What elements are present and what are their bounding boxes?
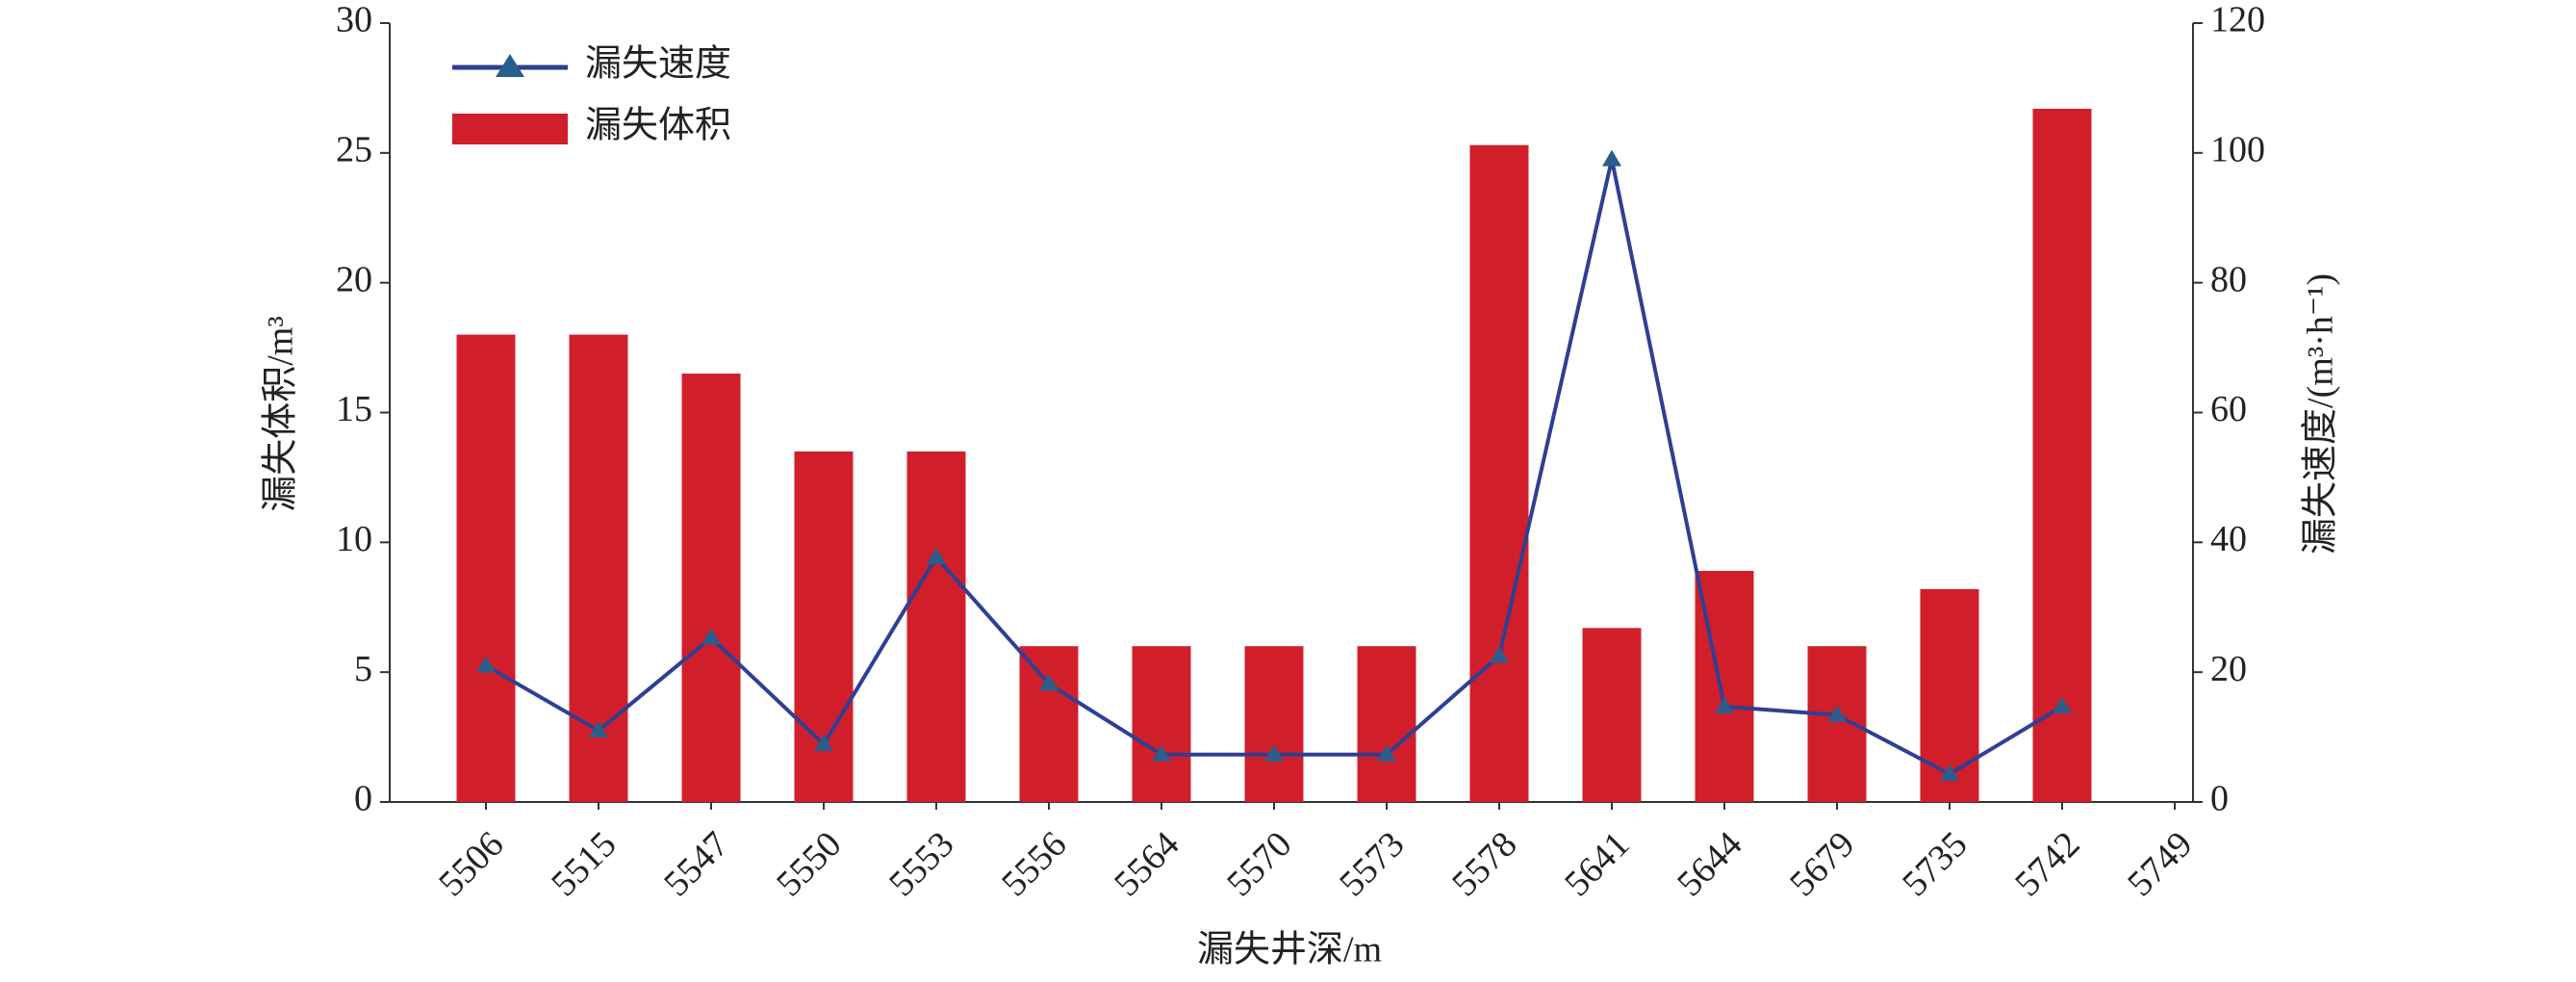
bar bbox=[456, 334, 516, 802]
y-tick-label: 5 bbox=[354, 649, 372, 689]
marker bbox=[814, 734, 833, 751]
marker bbox=[1940, 764, 1959, 782]
y-tick-label: 25 bbox=[336, 130, 372, 170]
bar bbox=[1019, 646, 1079, 802]
legend-label: 漏失体积 bbox=[585, 106, 731, 146]
y2-tick-label: 80 bbox=[2210, 259, 2247, 299]
x-tick-label: 5573 bbox=[1332, 824, 1412, 904]
marker bbox=[1490, 646, 1509, 663]
x-tick-label: 5570 bbox=[1219, 824, 1299, 904]
x-axis-label: 漏失井深/m bbox=[1197, 930, 1382, 970]
legend-swatch bbox=[452, 114, 568, 144]
x-tick-label: 5735 bbox=[1895, 824, 1975, 904]
marker bbox=[1715, 696, 1734, 713]
x-tick-label: 5553 bbox=[881, 824, 961, 904]
bar bbox=[1582, 628, 1642, 802]
marker bbox=[1264, 744, 1284, 762]
x-tick-label: 5578 bbox=[1444, 824, 1524, 904]
bar bbox=[681, 374, 741, 802]
y2-tick-label: 0 bbox=[2210, 779, 2229, 819]
y-tick-label: 0 bbox=[354, 779, 372, 819]
marker bbox=[1602, 149, 1621, 167]
x-tick-label: 5515 bbox=[544, 824, 624, 904]
y2-tick-label: 20 bbox=[2210, 649, 2247, 689]
y-tick-label: 10 bbox=[336, 519, 372, 559]
marker bbox=[2053, 696, 2072, 713]
y-axis-label: 漏失体积/m³ bbox=[261, 316, 301, 512]
y-tick-label: 20 bbox=[336, 259, 372, 299]
bar bbox=[1244, 646, 1304, 802]
x-tick-label: 5564 bbox=[1107, 824, 1186, 904]
marker bbox=[1039, 674, 1058, 691]
marker bbox=[701, 628, 721, 645]
y2-tick-label: 60 bbox=[2210, 389, 2247, 429]
bar bbox=[1357, 646, 1416, 802]
legend-marker bbox=[496, 54, 524, 77]
marker bbox=[1827, 705, 1847, 722]
x-tick-label: 5679 bbox=[1782, 824, 1862, 904]
y2-tick-label: 120 bbox=[2210, 0, 2265, 40]
x-tick-label: 5644 bbox=[1670, 824, 1749, 904]
x-tick-label: 5749 bbox=[2120, 824, 2200, 904]
marker bbox=[927, 547, 946, 564]
marker bbox=[589, 720, 608, 737]
x-tick-label: 5742 bbox=[2007, 824, 2087, 904]
marker bbox=[476, 656, 496, 673]
x-tick-label: 5547 bbox=[656, 824, 736, 904]
y-tick-label: 30 bbox=[336, 0, 372, 40]
x-tick-label: 5506 bbox=[431, 824, 511, 904]
bar bbox=[906, 451, 966, 802]
y2-tick-label: 100 bbox=[2210, 130, 2265, 170]
x-tick-label: 5556 bbox=[994, 824, 1074, 904]
marker bbox=[1152, 744, 1171, 762]
x-tick-label: 5550 bbox=[769, 824, 849, 904]
legend-label: 漏失速度 bbox=[585, 44, 731, 85]
y-tick-label: 15 bbox=[336, 389, 372, 429]
bar bbox=[1132, 646, 1191, 802]
bar bbox=[1469, 144, 1529, 802]
y2-axis-label: 漏失速度/(m³·h⁻¹) bbox=[2301, 273, 2341, 555]
marker bbox=[1377, 744, 1396, 762]
x-tick-label: 5641 bbox=[1557, 824, 1637, 904]
y2-tick-label: 40 bbox=[2210, 519, 2247, 559]
bar bbox=[2032, 108, 2092, 803]
